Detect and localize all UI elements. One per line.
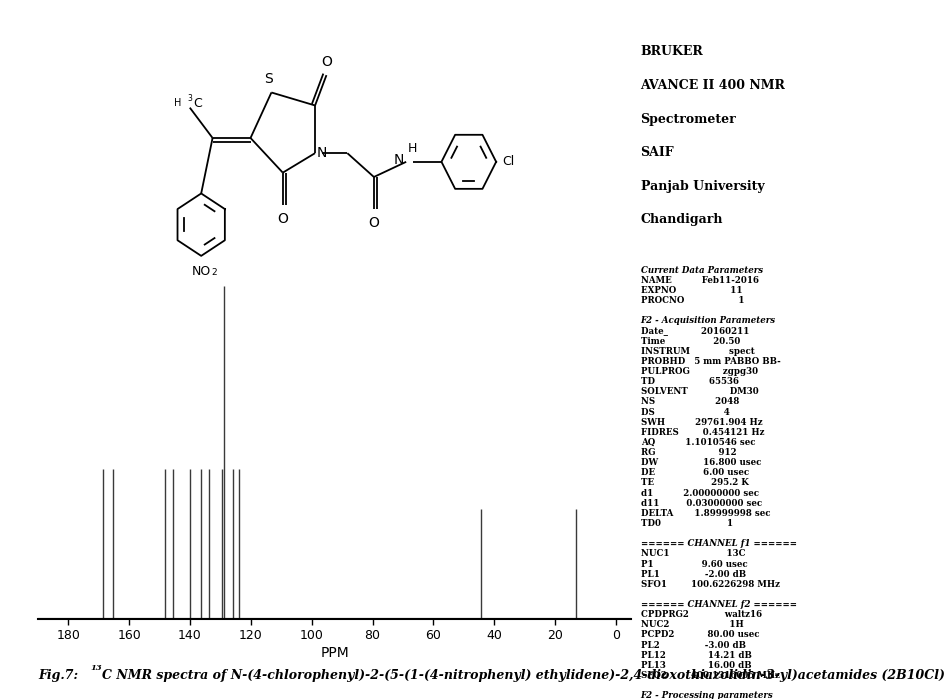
Text: FIDRES        0.454121 Hz: FIDRES 0.454121 Hz [641,428,764,437]
Text: H: H [174,99,181,108]
Text: EXPNO                  11: EXPNO 11 [641,286,742,295]
Text: SWH          29761.904 Hz: SWH 29761.904 Hz [641,418,762,426]
Text: PL13              16.00 dB: PL13 16.00 dB [641,661,752,670]
Text: PROCNO                  1: PROCNO 1 [641,296,744,305]
Text: F2 - Acquisition Parameters: F2 - Acquisition Parameters [641,316,775,325]
Text: Spectrometer: Spectrometer [641,113,736,126]
Text: SOLVENT              DM30: SOLVENT DM30 [641,387,758,396]
Text: SAIF: SAIF [641,146,674,159]
Text: RG                     912: RG 912 [641,448,736,457]
Text: AQ          1.1010546 sec: AQ 1.1010546 sec [641,438,755,447]
Text: O: O [368,216,380,230]
Text: NO: NO [192,264,211,278]
Text: P1                9.60 usec: P1 9.60 usec [641,559,747,568]
Text: N: N [394,152,404,166]
Text: NUC2                    1H: NUC2 1H [641,621,743,629]
Text: F2 - Processing parameters: F2 - Processing parameters [641,691,773,699]
Text: Cl: Cl [502,155,514,168]
Text: SFO1        100.6226298 MHz: SFO1 100.6226298 MHz [641,580,779,589]
Text: PL2               -3.00 dB: PL2 -3.00 dB [641,640,746,649]
Text: DELTA       1.89999998 sec: DELTA 1.89999998 sec [641,509,770,518]
Text: PULPROG           zgpg30: PULPROG zgpg30 [641,367,757,376]
Text: DW               16.800 usec: DW 16.800 usec [641,459,761,467]
Text: TE                   295.2 K: TE 295.2 K [641,478,749,487]
Text: Fig.7:: Fig.7: [38,668,83,682]
Text: DS                       4: DS 4 [641,408,730,417]
Text: O: O [321,55,332,69]
Text: Chandigarh: Chandigarh [641,213,723,226]
Text: CPDPRG2            waltz16: CPDPRG2 waltz16 [641,610,762,619]
Text: DE                6.00 usec: DE 6.00 usec [641,468,749,477]
Text: NUC1                   13C: NUC1 13C [641,549,745,559]
Text: Panjab University: Panjab University [641,180,764,193]
Text: PCPD2           80.00 usec: PCPD2 80.00 usec [641,630,759,640]
Text: ====== CHANNEL f1 ======: ====== CHANNEL f1 ====== [641,540,796,548]
Text: d1          2.00000000 sec: d1 2.00000000 sec [641,489,758,498]
Text: PROBHD   5 mm PABBO BB-: PROBHD 5 mm PABBO BB- [641,356,780,366]
Text: NS                    2048: NS 2048 [641,397,739,406]
X-axis label: PPM: PPM [320,646,349,660]
Text: NAME          Feb11-2016: NAME Feb11-2016 [641,275,758,284]
Text: d11         0.03000000 sec: d11 0.03000000 sec [641,499,762,507]
Text: C: C [194,97,202,110]
Text: INSTRUM             spect: INSTRUM spect [641,347,754,356]
Text: TD0                      1: TD0 1 [641,519,733,528]
Text: S: S [265,72,273,86]
Text: SFO2        400.1316005 MHz: SFO2 400.1316005 MHz [641,671,779,680]
Text: C NMR spectra of N-(4-chlorophenyl)-2-(5-(1-(4-nitrophenyl) ethylidene)-2,4-diox: C NMR spectra of N-(4-chlorophenyl)-2-(5… [102,668,945,682]
Text: H: H [408,143,418,155]
Text: 3: 3 [188,94,193,103]
Text: Time                20.50: Time 20.50 [641,337,740,345]
Text: PL1               -2.00 dB: PL1 -2.00 dB [641,570,746,579]
Text: PL12              14.21 dB: PL12 14.21 dB [641,651,752,660]
Text: O: O [277,212,288,226]
Text: AVANCE II 400 NMR: AVANCE II 400 NMR [641,79,786,92]
Text: BRUKER: BRUKER [641,45,703,59]
Text: TD                  65536: TD 65536 [641,377,738,386]
Text: 13: 13 [90,665,102,672]
Text: ====== CHANNEL f2 ======: ====== CHANNEL f2 ====== [641,600,796,609]
Text: Date_           20160211: Date_ 20160211 [641,326,749,336]
Text: Current Data Parameters: Current Data Parameters [641,266,763,275]
Text: 2: 2 [212,268,217,277]
Text: N: N [317,146,327,160]
